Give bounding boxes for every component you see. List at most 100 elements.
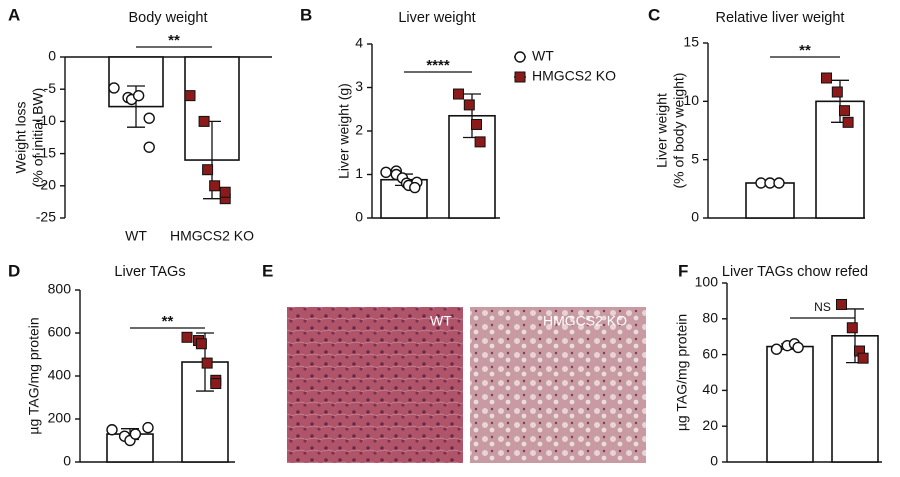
y-axis-label: Liver weight: [654, 93, 670, 168]
data-point: [201, 357, 213, 369]
significance-label: **: [799, 42, 811, 59]
data-point: [453, 88, 464, 100]
bar: [745, 182, 795, 219]
bar-chart: A Body weight Weight loss (% of initial BW)…: [8, 5, 272, 244]
panel-letter: B: [300, 5, 312, 24]
data-point: [184, 90, 196, 102]
panel-letter: E: [262, 261, 273, 280]
panel-letter: C: [648, 5, 660, 24]
data-point: [770, 343, 783, 355]
x-tick-label: HMGCS2 KO: [170, 228, 254, 244]
y-axis-label: (% of body weight): [671, 73, 687, 189]
significance-label: **: [168, 32, 180, 49]
y-tick-label: 0: [710, 453, 718, 469]
y-tick-label: 100: [695, 274, 719, 290]
y-tick-label: 1: [355, 165, 363, 181]
data-point: [842, 116, 854, 128]
data-point: [792, 341, 804, 354]
data-point: [846, 322, 858, 334]
image-panel: E WT HMGCS2 KO: [262, 261, 646, 463]
y-tick-label: 80: [702, 310, 718, 326]
legend-label: WT: [532, 48, 554, 64]
image-label: HMGCS2 KO: [543, 313, 627, 329]
bar-chart: F Liver TAGs chow refed µg TAG/mg protein 0…: [674, 261, 882, 469]
y-tick-label: 4: [355, 35, 363, 51]
data-point: [198, 115, 210, 127]
chart-title: Relative liver weight: [716, 10, 845, 26]
data-point: [210, 378, 222, 390]
bar-chart: D Liver TAGs µg TAG/mg protein 0 200 400 600 80…: [8, 261, 235, 469]
image-label: WT: [430, 313, 452, 329]
y-tick-label: 800: [48, 281, 72, 297]
data-point: [202, 164, 214, 176]
data-point: [219, 186, 231, 198]
data-point: [474, 136, 486, 148]
chart-title: Liver TAGs chow refed: [722, 264, 868, 280]
y-tick-label: 600: [48, 324, 72, 340]
data-point: [143, 141, 155, 153]
y-axis-label: µg TAG/mg protein: [26, 317, 42, 434]
data-point: [821, 72, 832, 84]
data-point: [132, 89, 145, 102]
legend-label: HMGCS2 KO: [532, 68, 616, 84]
histology-image: [287, 307, 463, 463]
bar-chart: B Liver weight Liver weight (g) 0 1 2 3 4 **** WT…: [300, 5, 616, 224]
y-tick-label: 0: [691, 209, 699, 225]
chart-title: Body weight: [129, 10, 208, 26]
y-tick-label: 2: [355, 122, 363, 138]
bar: [766, 345, 814, 463]
y-tick-label: 200: [48, 410, 72, 426]
y-axis-label: Liver weight (g): [336, 83, 352, 179]
chart-title: Liver TAGs: [114, 264, 185, 280]
y-tick-label: 20: [702, 417, 718, 433]
bar-chart: C Relative liver weight Liver weight (% of …: [648, 5, 865, 225]
data-point: [106, 424, 118, 436]
panel-letter: D: [8, 261, 20, 280]
data-point: [831, 86, 843, 98]
y-tick-label: 0: [355, 209, 363, 225]
y-tick-label: 60: [702, 345, 718, 361]
significance-label: ****: [426, 57, 450, 74]
data-point: [181, 331, 193, 343]
significance-label: **: [162, 313, 174, 330]
histology-image: [470, 307, 646, 463]
y-axis-label: Weight loss: [13, 101, 29, 173]
data-point: [195, 338, 207, 350]
panel-letter: F: [678, 261, 688, 280]
data-point: [142, 421, 154, 434]
y-tick-label: 15: [683, 34, 699, 50]
legend-marker: [514, 71, 526, 83]
data-point: [129, 428, 142, 440]
data-point: [836, 298, 847, 310]
x-tick-label: WT: [125, 228, 147, 244]
chart-title: Liver weight: [398, 10, 475, 26]
y-axis-label: µg TAG/mg protein: [674, 314, 690, 431]
data-point: [463, 99, 475, 111]
data-point: [108, 82, 120, 94]
data-point: [839, 105, 850, 117]
panel-letter: A: [8, 5, 20, 24]
data-point: [209, 180, 221, 192]
y-tick-label: 5: [691, 150, 699, 166]
y-tick-label: 10: [683, 92, 699, 108]
y-tick-label: -20: [36, 177, 56, 193]
data-point: [409, 181, 421, 194]
y-tick-label: 0: [48, 48, 56, 64]
data-point: [857, 352, 869, 364]
data-point: [471, 118, 482, 130]
y-tick-label: -10: [36, 112, 56, 128]
y-axis-label: (% of initial BW): [30, 88, 46, 188]
y-tick-label: -25: [36, 209, 56, 225]
y-tick-label: 0: [63, 453, 71, 469]
significance-label: NS: [814, 300, 831, 314]
y-tick-label: 400: [48, 367, 72, 383]
legend-marker: [514, 51, 526, 63]
y-tick-label: 40: [702, 381, 718, 397]
y-tick-label: 3: [355, 78, 363, 94]
y-tick-label: -5: [44, 80, 57, 96]
data-point: [773, 177, 785, 189]
data-point: [380, 166, 392, 179]
y-tick-label: -15: [36, 144, 56, 160]
data-point: [143, 112, 155, 124]
